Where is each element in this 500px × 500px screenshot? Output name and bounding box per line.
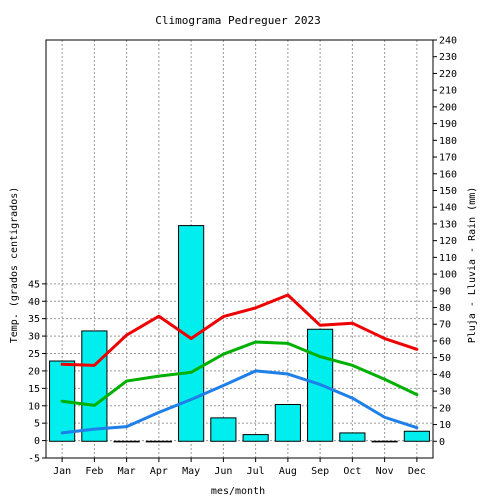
right-tick-label: 200 (439, 102, 457, 113)
right-tick-label: 80 (439, 303, 451, 314)
right-tick-label: 40 (439, 370, 451, 381)
left-tick-label: 35 (28, 314, 40, 325)
left-tick-label: 0 (34, 436, 40, 447)
temperature-lines (60, 293, 419, 435)
x-axis-label: mes/month (211, 486, 265, 497)
rain-bar (113, 440, 140, 443)
rain-bar (145, 440, 172, 443)
left-tick-label: 30 (28, 332, 40, 343)
right-tick-label: 0 (439, 437, 445, 448)
right-tick-label: 160 (439, 169, 457, 180)
left-axis-ticks: -5 0 5 10 15 20 25 30 35 40 45 (28, 279, 46, 465)
temperature-line (60, 369, 419, 435)
left-tick-label: 40 (28, 297, 40, 308)
right-tick-label: 210 (439, 86, 457, 97)
x-tick-label: May (182, 466, 200, 477)
right-tick-label: 130 (439, 219, 457, 230)
rain-bar (274, 403, 301, 442)
right-tick-label: 20 (439, 403, 451, 414)
x-tick-label: Apr (150, 466, 168, 477)
temperature-line (60, 340, 419, 407)
left-tick-label: 20 (28, 366, 40, 377)
x-tick-label: Oct (343, 466, 361, 477)
left-tick-label: 25 (28, 349, 40, 360)
x-tick-label: Nov (376, 466, 394, 477)
right-tick-label: 220 (439, 69, 457, 80)
right-tick-label: 180 (439, 136, 457, 147)
x-tick-label: Feb (85, 466, 103, 477)
right-tick-label: 140 (439, 203, 457, 214)
right-tick-label: 10 (439, 420, 451, 431)
right-axis-ticks: 0 10 20 30 40 50 60 70 80 90 100 110 120 130 140 150 160… (433, 36, 457, 448)
right-tick-label: 190 (439, 119, 457, 130)
left-tick-label: 15 (28, 384, 40, 395)
right-tick-label: 230 (439, 52, 457, 63)
right-tick-label: 30 (439, 387, 451, 398)
right-tick-label: 60 (439, 336, 451, 347)
x-tick-label: Aug (279, 466, 297, 477)
x-tick-label: Dec (408, 466, 426, 477)
right-tick-label: 240 (439, 36, 457, 47)
rain-bar (210, 417, 237, 442)
x-tick-label: Jun (214, 466, 232, 477)
rain-bar (81, 330, 108, 442)
rain-bar (339, 432, 366, 442)
x-tick-label: Jan (53, 466, 71, 477)
x-axis-ticks: Jan Feb Mar Apr May Jun Jul Aug Sep Oct Nov Dec (53, 458, 426, 477)
temperature-line (60, 293, 419, 367)
left-tick-label: 10 (28, 401, 40, 412)
x-tick-label: Jul (247, 466, 265, 477)
y-axis-right-label: Pluja - Lluvia - Rain (mm) (467, 187, 478, 344)
right-tick-label: 120 (439, 236, 457, 247)
x-tick-label: Sep (311, 466, 329, 477)
left-tick-label: -5 (28, 454, 40, 465)
left-tick-label: 5 (34, 419, 40, 430)
right-tick-label: 150 (439, 186, 457, 197)
chart-title: Climograma Pedreguer 2023 (155, 14, 321, 27)
right-tick-label: 170 (439, 153, 457, 164)
right-tick-label: 110 (439, 253, 457, 264)
right-tick-label: 70 (439, 320, 451, 331)
right-tick-label: 50 (439, 353, 451, 364)
x-tick-label: Mar (118, 466, 136, 477)
plot-frame (45, 39, 434, 459)
left-tick-label: 45 (28, 279, 40, 290)
rain-bar (403, 430, 430, 442)
right-tick-label: 90 (439, 286, 451, 297)
right-tick-label: 100 (439, 270, 457, 281)
rain-bar (371, 440, 398, 443)
rain-bar (242, 434, 269, 442)
y-axis-left-label: Temp. (grados centigrados) (9, 187, 20, 344)
